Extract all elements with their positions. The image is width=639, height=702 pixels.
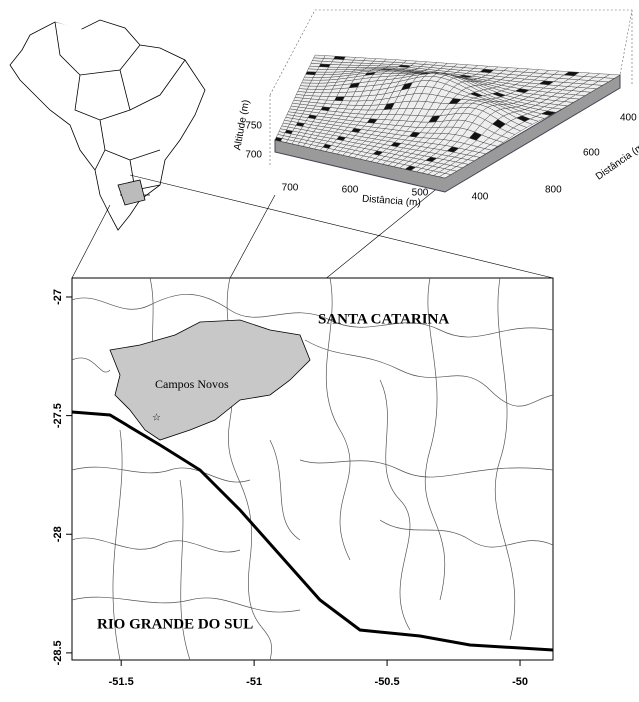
y-axis-label: Distância (m [594, 142, 639, 183]
surface-cell [313, 75, 324, 78]
surface-cell [303, 77, 313, 80]
x-tick-label: -51.5 [109, 676, 134, 688]
figure: ☆ SANTA CATARINA Campos Novos RIO GRANDE… [0, 0, 639, 697]
x-tick-label: -50.5 [375, 676, 400, 688]
surface-cell [300, 83, 310, 86]
map-frame [72, 278, 553, 660]
x-tick-label: 600 [342, 185, 359, 196]
state-label: RIO GRANDE DO SUL [97, 616, 253, 632]
surface-cell [334, 56, 346, 59]
surface-cell [315, 72, 326, 75]
municipality-label: Campos Novos [155, 377, 229, 391]
surface-cell [302, 80, 312, 83]
state-label: SANTA CATARINA [318, 311, 449, 327]
location-star: ☆ [152, 412, 161, 423]
z-tick-label: 700 [245, 150, 262, 161]
surface-cell [314, 55, 326, 58]
y-tick-label: -27 [52, 289, 64, 305]
x-tick-label: 400 [472, 192, 489, 203]
y-tick-label: 600 [583, 148, 600, 159]
y-tick-label: 400 [620, 113, 637, 124]
z-tick-label: 750 [245, 121, 262, 132]
x-tick-label: -51 [246, 676, 262, 688]
y-tick-label: -28 [52, 526, 64, 542]
surface-cell [324, 56, 336, 59]
y-tick-label: 800 [545, 185, 562, 196]
x-tick-label: 700 [282, 183, 299, 194]
y-tick-label: -27.5 [52, 403, 64, 428]
elevation-surface [270, 10, 632, 192]
brazil-map [10, 20, 205, 230]
y-tick-label: -28.5 [52, 640, 64, 665]
x-tick-label: -50 [512, 676, 528, 688]
